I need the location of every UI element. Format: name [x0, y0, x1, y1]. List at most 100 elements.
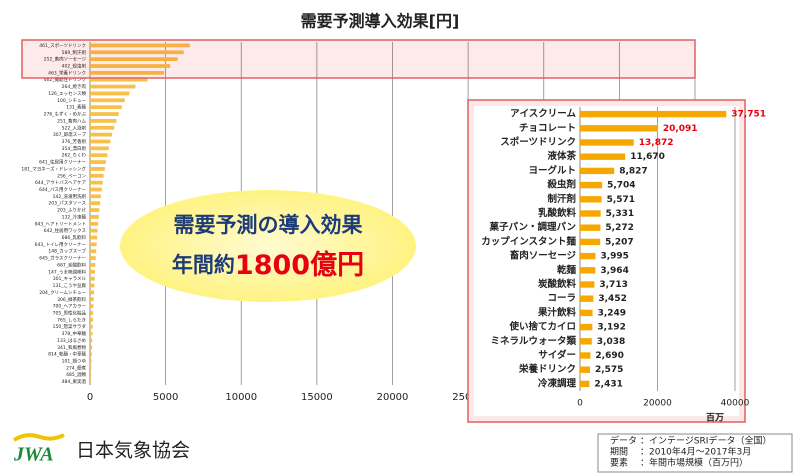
bar — [90, 91, 130, 96]
y-tick-label: 乳酸飲料 — [538, 207, 577, 219]
bar — [90, 283, 95, 288]
y-tick-label: 100_シチュー — [57, 98, 86, 104]
y-tick-label: 814_乾麺・中華麺 — [48, 351, 86, 358]
footnote-key: データ — [610, 435, 637, 447]
x-tick-label: 0 — [87, 392, 93, 403]
bar — [580, 281, 595, 288]
bar — [90, 256, 96, 260]
footnote-key: 期間 — [610, 447, 628, 458]
value-label: 2,690 — [595, 351, 623, 361]
y-tick-label: 301_キャラメル — [53, 276, 87, 282]
bar — [90, 304, 94, 308]
value-label: 8,827 — [619, 166, 647, 176]
bar — [580, 338, 592, 345]
y-tick-label: 132_冷凍麺 — [62, 213, 87, 220]
bar — [580, 366, 590, 373]
bar — [90, 194, 101, 199]
y-tick-label: 181_マヨネーズ・ドレッシング — [21, 165, 86, 172]
y-tick-label: 264_焼き肉 — [62, 83, 87, 90]
logo-mark: JWA — [13, 444, 54, 466]
x-tick-label: 0 — [577, 399, 583, 409]
bar — [90, 125, 115, 130]
bar — [90, 201, 101, 206]
highlight-box — [21, 39, 696, 79]
bar — [90, 208, 100, 212]
y-tick-label: 274_佃煮 — [66, 364, 86, 371]
y-tick-label: カップインスタント麺 — [481, 235, 576, 247]
bar — [90, 139, 111, 144]
logo-arc — [12, 433, 65, 442]
bar — [90, 98, 125, 103]
bar — [90, 242, 97, 247]
y-tick-label: 276_もずく・めかぶ — [44, 111, 87, 118]
unit-label: 百万 — [706, 413, 724, 424]
y-tick-label: 643_トイレ用クリーナー — [35, 242, 87, 248]
value-label: 5,272 — [605, 223, 633, 233]
y-tick-label: 378_中華麺 — [62, 330, 87, 337]
y-tick-label: 畜肉ソーセージ — [510, 250, 577, 262]
logo: JWA 日本気象協会 — [12, 433, 190, 466]
bar — [90, 290, 95, 295]
y-tick-label: チョコレート — [519, 123, 576, 134]
bar — [580, 238, 601, 246]
y-tick-label: 203_パスタソース — [48, 200, 86, 207]
y-tick-label: 484_果実酒 — [62, 378, 87, 385]
bar — [90, 153, 108, 158]
y-tick-label: スポーツドリンク — [500, 136, 576, 148]
bar — [580, 181, 603, 189]
y-tick-label: 700_ヘアカラー — [53, 304, 87, 310]
y-tick-label: 204_クリームシチュー — [39, 290, 86, 296]
value-label: 3,964 — [600, 266, 628, 276]
inset-chart: 0 20000 40000 アイスクリーム 37,751 チョコレート 20,091 スポーツ… — [481, 107, 766, 424]
value-label: 5,571 — [607, 195, 635, 205]
x-tick-label: 20000 — [643, 399, 672, 409]
y-tick-label: 制汗剤 — [547, 193, 576, 205]
bar — [90, 263, 96, 267]
bar — [90, 359, 92, 363]
bar — [90, 173, 104, 178]
footnote-value: ：年間市場規模（百万円） — [640, 457, 748, 469]
footnote-key: 要素 — [610, 457, 628, 469]
value-label: 20,091 — [663, 124, 698, 134]
bar — [580, 224, 601, 231]
bar — [90, 112, 119, 116]
y-tick-label: 果汁飲料 — [537, 306, 577, 318]
x-tick-label: 40000 — [721, 399, 750, 409]
footnote-value: ：2010年4月～2017年3月 — [640, 446, 751, 458]
callout-line1: 需要予測の導入効果 — [174, 213, 363, 237]
bar — [90, 57, 178, 62]
x-tick-label: 15000 — [301, 392, 333, 403]
y-tick-label: 463_栄養ドリンク — [48, 69, 86, 76]
bar — [90, 372, 92, 377]
value-label: 2,575 — [595, 365, 623, 375]
bar — [90, 297, 94, 302]
value-label: 5,331 — [606, 209, 634, 219]
y-tick-label: サイダー — [538, 349, 576, 361]
y-tick-label: 133_はるさめ — [57, 337, 86, 344]
bar — [90, 317, 93, 322]
y-tick-label: 705_男性化粧品 — [53, 309, 87, 316]
callout-ellipse — [120, 190, 416, 302]
bar — [580, 196, 602, 203]
bar — [90, 146, 109, 151]
bar — [580, 295, 594, 302]
value-label: 13,872 — [639, 138, 674, 148]
y-tick-label: 菓子パン・調理パン — [489, 221, 576, 233]
y-tick-label: 126_エッセンス類 — [48, 90, 86, 97]
value-label: 3,995 — [600, 252, 628, 262]
y-tick-label: 485_酒類 — [66, 371, 86, 378]
y-tick-label: 乾麺 — [557, 264, 577, 276]
bar — [90, 276, 95, 281]
y-tick-label: 306_緑茶飲料 — [57, 296, 86, 303]
value-label: 3,192 — [597, 323, 625, 333]
y-tick-label: 101_鍋つゆ — [62, 357, 87, 364]
bar — [90, 228, 98, 233]
y-tick-label: 262_ちくわ — [62, 152, 87, 159]
y-tick-label: ヨーグルト — [528, 164, 576, 176]
footnote-box — [597, 433, 793, 473]
bar — [90, 269, 95, 274]
bar — [90, 235, 98, 240]
bar — [90, 77, 148, 82]
y-tick-label: 461_スポーツドリンク — [39, 42, 86, 49]
bar — [580, 252, 596, 260]
